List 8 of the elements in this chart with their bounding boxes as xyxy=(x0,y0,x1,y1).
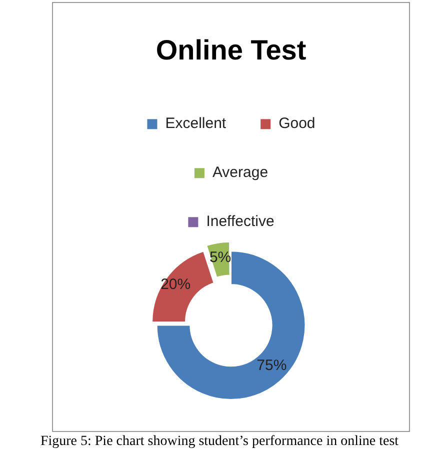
data-label: 20% xyxy=(160,276,191,294)
caption: Figure 5: Pie chart showing student’s performance in online test xyxy=(39,434,400,450)
data-label: 75% xyxy=(256,357,287,374)
legend-label: Average xyxy=(212,164,268,182)
legend-label: Good xyxy=(278,115,316,132)
chart-title: Online Test xyxy=(156,34,306,66)
legend-label: Ineffective xyxy=(206,213,274,230)
legend-label: Excellent xyxy=(165,115,227,132)
